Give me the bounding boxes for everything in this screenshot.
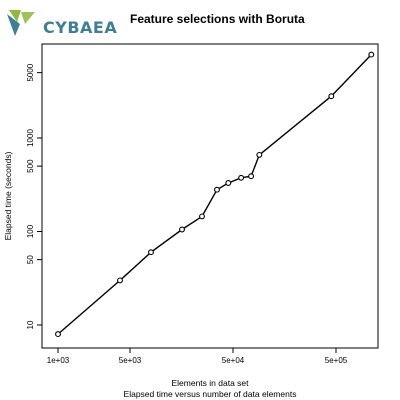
y-tick-label: 5000 — [26, 63, 35, 81]
data-point — [117, 277, 123, 284]
data-point — [248, 173, 255, 180]
brand-logo-icon — [7, 10, 35, 36]
x-axis-title: Elements in data set — [171, 378, 249, 388]
data-point — [214, 186, 220, 193]
series-layer — [55, 51, 375, 338]
y-tick-label: 1000 — [26, 129, 35, 147]
x-axis: 1e+03 5e+03 5e+04 5e+05 — [47, 348, 348, 365]
y-tick-label: 50 — [26, 255, 35, 264]
chart-title: Feature selections with Boruta — [130, 12, 305, 26]
brand-name: CYBAEA — [43, 18, 118, 37]
x-tick-label: 5e+05 — [325, 356, 348, 365]
data-point — [199, 213, 205, 220]
data-point — [55, 331, 61, 338]
data-point — [225, 180, 232, 186]
y-tick-label: 500 — [26, 159, 35, 173]
y-tick-label: 100 — [26, 224, 35, 238]
plot-frame — [41, 43, 379, 349]
x-tick-label: 5e+04 — [222, 356, 245, 365]
x-tick-label: 5e+03 — [119, 356, 142, 365]
brand-logo: CYBAEA — [5, 8, 120, 38]
data-point — [179, 226, 185, 233]
y-tick-label: 10 — [26, 320, 35, 329]
data-point — [368, 51, 375, 58]
chart-subtitle: Elapsed time versus number of data eleme… — [124, 389, 297, 399]
data-point — [328, 93, 335, 100]
series-line — [57, 54, 372, 335]
y-axis-title: Elapsed time (seconds) — [3, 151, 13, 240]
data-point — [148, 249, 154, 256]
data-point — [256, 151, 263, 158]
x-tick-label: 1e+03 — [47, 356, 70, 365]
y-axis: 10 50 100 500 1000 5000 — [26, 63, 42, 329]
data-point — [238, 174, 245, 181]
